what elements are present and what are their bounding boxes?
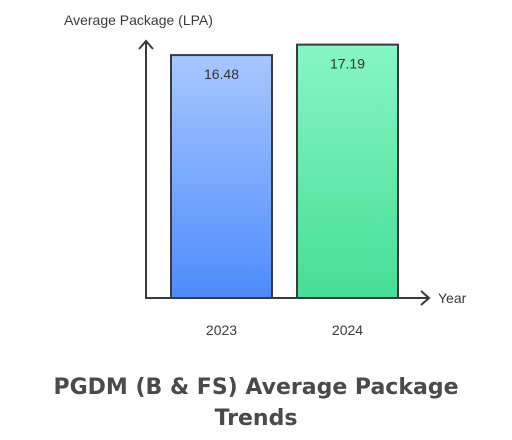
data-label-2024: 17.19 [330,56,365,72]
bar-chart: Average Package (LPA) Year 16.48 2023 17.1… [64,12,467,338]
y-axis-arrowhead [138,39,154,50]
bars-group: 16.48 2023 17.19 2024 [170,43,399,338]
x-axis-arrowhead [420,290,431,306]
bar-2024 [296,43,399,299]
bar-2023 [170,54,273,300]
x-tick-label-2024: 2024 [332,322,363,338]
x-axis-label: Year [438,290,467,306]
chart-title: PGDM (B & FS) Average Package Trends [53,375,459,431]
data-label-2023: 16.48 [204,66,239,82]
x-tick-label-2023: 2023 [206,322,237,338]
y-axis-label: Average Package (LPA) [64,12,213,28]
